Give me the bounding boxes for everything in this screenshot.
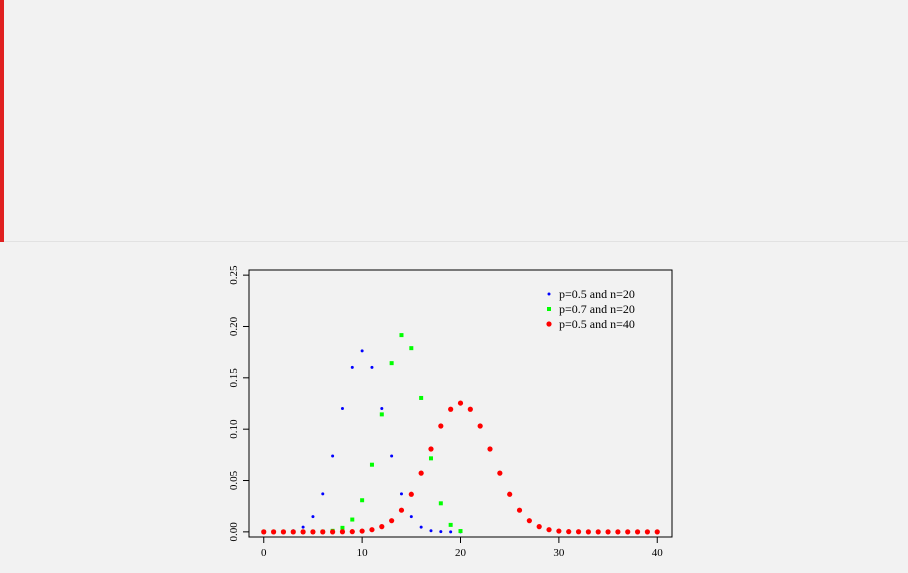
data-point bbox=[536, 524, 542, 530]
x-tick-label: 30 bbox=[553, 547, 565, 559]
series-3 bbox=[261, 400, 660, 535]
data-point bbox=[399, 333, 404, 338]
legend-marker bbox=[546, 321, 552, 327]
data-point bbox=[339, 529, 346, 535]
series-2 bbox=[261, 333, 463, 534]
data-point bbox=[556, 528, 562, 534]
legend-label: p=0.5 and n=40 bbox=[559, 317, 635, 331]
binomial-scatter-chart: 0 10 20 30 40 0.00 0.05 0.10 0.15 0.20 0.25 p=0.5… bbox=[228, 265, 673, 559]
x-axis: 0 10 20 30 40 bbox=[261, 536, 664, 559]
data-point bbox=[349, 529, 355, 535]
data-point bbox=[428, 456, 433, 461]
data-point bbox=[301, 525, 305, 529]
y-tick-label: 0.10 bbox=[228, 419, 240, 439]
data-point bbox=[320, 529, 326, 535]
data-point bbox=[419, 395, 424, 400]
data-point bbox=[448, 522, 453, 527]
data-point bbox=[625, 529, 631, 535]
data-point bbox=[595, 529, 601, 535]
data-point bbox=[360, 498, 365, 503]
legend-label: p=0.7 and n=20 bbox=[559, 302, 635, 316]
data-point bbox=[370, 365, 374, 369]
data-point bbox=[644, 529, 651, 535]
data-point bbox=[429, 529, 433, 533]
data-point bbox=[448, 406, 454, 412]
data-point bbox=[566, 529, 572, 535]
data-point bbox=[634, 529, 641, 535]
data-point bbox=[369, 527, 375, 533]
data-point bbox=[654, 529, 660, 535]
y-tick-label: 0.20 bbox=[228, 316, 240, 336]
data-point bbox=[477, 423, 483, 429]
data-point bbox=[331, 454, 335, 458]
data-point bbox=[360, 349, 364, 353]
data-point bbox=[585, 529, 591, 535]
data-points bbox=[261, 333, 660, 535]
data-point bbox=[300, 529, 306, 535]
data-point bbox=[526, 518, 532, 524]
data-point bbox=[380, 407, 384, 411]
series-1 bbox=[262, 349, 462, 534]
data-point bbox=[280, 529, 287, 535]
x-tick-label: 40 bbox=[652, 547, 664, 559]
data-point bbox=[310, 529, 316, 535]
y-tick-label: 0.15 bbox=[228, 368, 240, 388]
data-point bbox=[350, 517, 355, 522]
data-point bbox=[270, 529, 277, 535]
data-point bbox=[418, 470, 424, 476]
data-point bbox=[438, 423, 444, 429]
data-point bbox=[290, 529, 296, 535]
data-point bbox=[457, 400, 464, 406]
legend-marker bbox=[547, 307, 551, 311]
y-axis: 0.00 0.05 0.10 0.15 0.20 0.25 bbox=[228, 265, 250, 542]
data-point bbox=[311, 515, 315, 519]
legend-label: p=0.5 and n=20 bbox=[559, 287, 635, 301]
data-point bbox=[419, 525, 423, 529]
accent-bar bbox=[0, 0, 4, 242]
data-point bbox=[409, 346, 414, 351]
data-point bbox=[615, 529, 621, 535]
data-point bbox=[340, 407, 344, 411]
x-tick-label: 10 bbox=[357, 547, 369, 559]
data-point bbox=[449, 530, 453, 534]
x-tick-label: 0 bbox=[261, 547, 267, 559]
data-point bbox=[261, 529, 267, 535]
y-tick-label: 0.05 bbox=[228, 470, 240, 490]
data-point bbox=[487, 446, 493, 452]
data-point bbox=[605, 529, 611, 535]
data-point bbox=[379, 524, 385, 530]
data-point bbox=[359, 528, 365, 534]
y-tick-label: 0.25 bbox=[228, 265, 240, 285]
data-point bbox=[428, 446, 434, 452]
data-point bbox=[389, 361, 394, 366]
data-point bbox=[575, 529, 582, 535]
data-point bbox=[390, 454, 394, 458]
data-point bbox=[516, 507, 523, 513]
x-tick-label: 20 bbox=[455, 547, 467, 559]
data-point bbox=[379, 412, 384, 417]
data-point bbox=[350, 365, 354, 369]
data-point bbox=[321, 492, 325, 496]
data-point bbox=[458, 529, 463, 534]
data-point bbox=[439, 530, 443, 534]
data-point bbox=[467, 406, 473, 412]
data-point bbox=[330, 529, 336, 535]
data-point bbox=[399, 492, 403, 496]
data-point bbox=[497, 470, 503, 476]
data-point bbox=[546, 527, 552, 533]
data-point bbox=[398, 507, 405, 513]
legend-marker bbox=[547, 292, 551, 296]
top-panel bbox=[0, 0, 908, 242]
data-point bbox=[409, 515, 413, 519]
data-point bbox=[340, 525, 345, 530]
data-point bbox=[389, 518, 395, 524]
data-point bbox=[507, 491, 513, 497]
data-point bbox=[369, 462, 374, 467]
y-tick-label: 0.00 bbox=[228, 522, 240, 542]
data-point bbox=[408, 491, 414, 497]
chart-container: 0 10 20 30 40 0.00 0.05 0.10 0.15 0.20 0.25 p=0.5… bbox=[0, 243, 908, 568]
data-point bbox=[438, 501, 443, 506]
legend: p=0.5 and n=20p=0.7 and n=20p=0.5 and n=… bbox=[546, 287, 635, 331]
